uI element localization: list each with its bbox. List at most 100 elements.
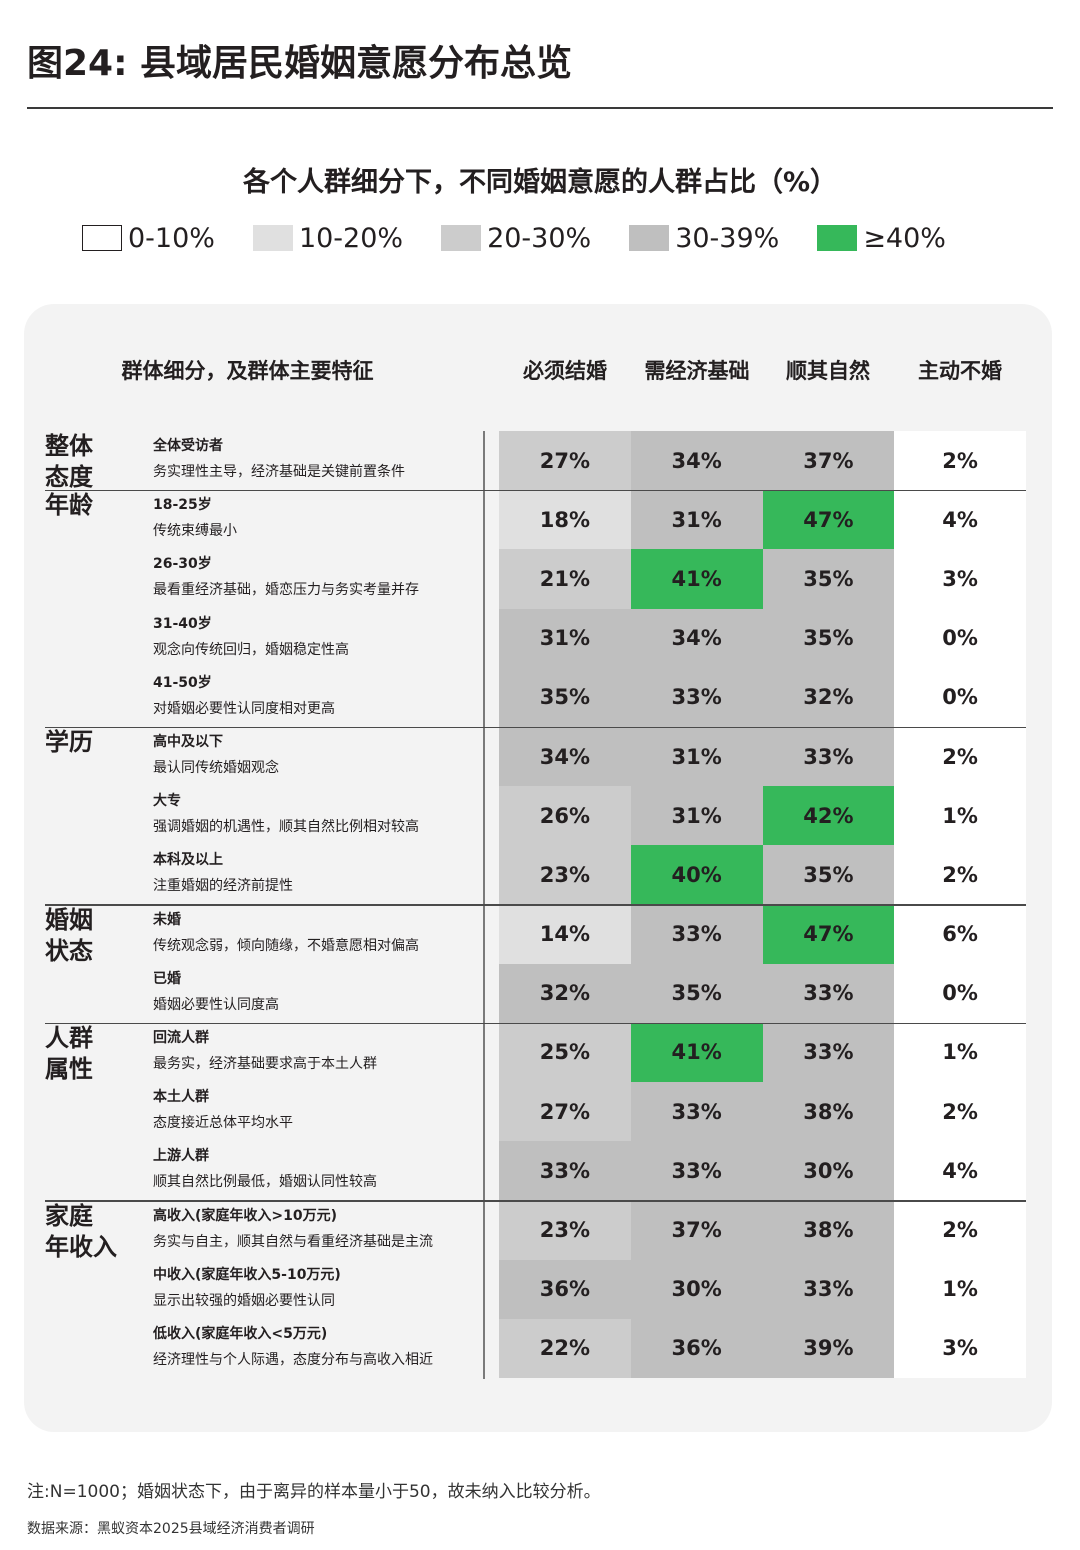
heatmap-cell: 42% (762, 786, 895, 846)
segment-row-label: 26-30岁最看重经济基础，婚恋压力与务实考量并存 (153, 554, 419, 600)
legend-item: 20-30% (441, 223, 591, 254)
heatmap-row: 36% 30% 33% 1% (499, 1259, 1026, 1319)
heatmap-cell: 1% (894, 1259, 1026, 1319)
segment-name: 已婚 (153, 970, 181, 987)
segment-row-label: 大专 强调婚姻的机遇性，顺其自然比例相对较高 (153, 791, 419, 837)
segment-name: 41-50岁 (153, 674, 212, 691)
heatmap-cell: 34% (630, 431, 763, 491)
segment-row-label: 未婚 传统观念弱，倾向随缘，不婚意愿相对偏高 (153, 910, 419, 956)
heatmap-cell: 35% (762, 549, 895, 609)
heatmap-row: 21% 41% 35% 3% (499, 549, 1026, 609)
segment-row-label: 31-40岁 观念向传统回归，婚姻稳定性高 (153, 614, 349, 660)
segment-name: 26-30岁 (153, 556, 212, 573)
segment-row-label: 高中及以下 最认同传统婚姻观念 (153, 732, 279, 778)
column-header-need-economic-base: 需经济基础 (644, 359, 750, 383)
heatmap-row: 31% 34% 35% 0% (499, 608, 1026, 668)
legend-item: 0-10% (82, 223, 215, 254)
heatmap-cell: 39% (762, 1318, 895, 1378)
heatmap-cell: 31% (630, 726, 763, 787)
heatmap-cell: 33% (762, 963, 895, 1023)
heatmap-cell: 22% (499, 1318, 631, 1378)
segment-description: 态度接近总体平均水平 (153, 1115, 293, 1132)
group-label-line1: 整体 (45, 432, 93, 460)
heatmap-row: 26% 31% 42% 1% (499, 786, 1026, 846)
heatmap-cell: 31% (630, 490, 763, 550)
heatmap-cell: 23% (499, 845, 631, 905)
legend-item: 10-20% (252, 223, 403, 254)
group-label-line1: 学历 (45, 728, 93, 756)
heatmap-cell: 27% (499, 1082, 631, 1142)
segment-description: 务实理性主导，经济基础是关键前置条件 (153, 464, 405, 480)
heatmap-cell: 32% (499, 963, 631, 1023)
segment-description: 务实与自主，顺其自然与看重经济基础是主流 (153, 1233, 433, 1250)
heatmap-cell: 41% (630, 549, 763, 609)
heatmap-cell: 36% (630, 1318, 763, 1378)
heatmap-cell: 0% (894, 963, 1026, 1023)
segment-description: 强调婚姻的机遇性，顺其自然比例相对较高 (153, 819, 419, 836)
heatmap-cell: 33% (762, 1259, 895, 1319)
group-label: 人群 属性 (45, 1023, 135, 1085)
segment-row-label: 回流人群 最务实，经济基础要求高于本土人群 (153, 1028, 377, 1074)
title-divider (27, 107, 1053, 109)
heatmap-cell: 30% (762, 1141, 895, 1201)
segment-name: 本土人群 (153, 1089, 209, 1106)
segment-row-label: 已婚 婚姻必要性认同度高 (153, 969, 279, 1015)
segment-description: 观念向传统回归，婚姻稳定性高 (153, 641, 349, 658)
legend-swatch (441, 225, 482, 251)
segment-row-label: 高收入(家庭年收入>10万元) 务实与自主，顺其自然与看重经济基础是主流 (153, 1206, 433, 1252)
heatmap-row: 23% 37% 38% 2% (499, 1200, 1026, 1260)
heatmap-cell: 21% (499, 549, 631, 609)
heatmap-cell: 32% (762, 667, 895, 727)
heatmap-cell: 36% (499, 1259, 631, 1319)
heatmap-cell: 2% (894, 726, 1026, 787)
segment-description: 顺其自然比例最低，婚姻认同性较高 (153, 1174, 377, 1191)
group-label: 婚姻 状态 (45, 905, 135, 967)
heatmap-row: 23% 40% 35% 2% (499, 845, 1026, 905)
footnote: 注:N=1000；婚姻状态下，由于离异的样本量小于50，故未纳入比较分析。 (27, 1482, 601, 1502)
heatmap-row: 22% 36% 39% 3% (499, 1318, 1026, 1378)
group-label: 整体 态度 (45, 431, 135, 493)
heatmap-cell: 33% (630, 1141, 763, 1201)
heatmap-cell: 2% (894, 431, 1026, 491)
group-label: 家庭 年收入 (45, 1201, 135, 1263)
segment-row-label: 本土人群态度接近总体平均水平 (153, 1087, 293, 1133)
group-label: 年龄 (45, 490, 135, 521)
heatmap-cell: 41% (630, 1022, 763, 1083)
group-separator (45, 1022, 1026, 1024)
heatmap-cell: 4% (894, 1141, 1026, 1201)
column-header-choose-not-marry: 主动不婚 (918, 359, 1002, 383)
chart-title: 图24: 县域居民婚姻意愿分布总览 (27, 43, 573, 84)
heatmap-cell: 27% (499, 431, 631, 491)
heatmap-cell: 4% (894, 490, 1026, 550)
segment-name: 未婚 (153, 911, 181, 928)
segment-name: 18-25岁 (153, 497, 212, 514)
heatmap-cell: 37% (630, 1200, 763, 1260)
segment-description: 传统束缚最小 (153, 523, 237, 540)
heatmap-cell: 31% (630, 786, 763, 846)
group-label: 学历 (45, 727, 135, 758)
heatmap-cell: 31% (499, 608, 631, 668)
segment-description: 最看重经济基础，婚恋压力与务实考量并存 (153, 582, 419, 599)
heatmap-cell: 47% (762, 904, 895, 964)
heatmap-cell: 1% (894, 1022, 1026, 1083)
segment-name: 低收入(家庭年收入<5万元) (153, 1326, 328, 1342)
heatmap-row: 32% 35% 33% 0% (499, 963, 1026, 1023)
segment-description: 对婚姻必要性认同度相对更高 (153, 700, 335, 717)
segment-column-header: 群体细分，及群体主要特征 (121, 359, 374, 383)
heatmap-cell: 38% (762, 1200, 895, 1260)
group-label-line2: 态度 (45, 463, 93, 491)
heatmap-cell: 35% (630, 963, 763, 1023)
data-source: 数据来源：黑蚁资本2025县域经济消费者调研 (27, 1521, 315, 1537)
legend-swatch (252, 225, 293, 251)
heatmap-row: 33% 33% 30% 4% (499, 1141, 1026, 1201)
heatmap-row: 18% 31% 47% 4% (499, 490, 1026, 550)
heatmap-cell: 40% (630, 845, 763, 905)
column-header-must-marry: 必须结婚 (523, 359, 607, 383)
chart-subtitle: 各个人群细分下，不同婚姻意愿的人群占比（%） (242, 167, 838, 198)
segment-row-label: 18-25岁传统束缚最小 (153, 495, 237, 541)
legend-label: 20-30% (487, 222, 592, 254)
group-label-line2: 状态 (45, 936, 93, 965)
segment-name: 高收入(家庭年收入>10万元) (153, 1207, 338, 1224)
group-label-line1: 年龄 (45, 491, 93, 520)
heatmap-cell: 0% (894, 667, 1026, 727)
